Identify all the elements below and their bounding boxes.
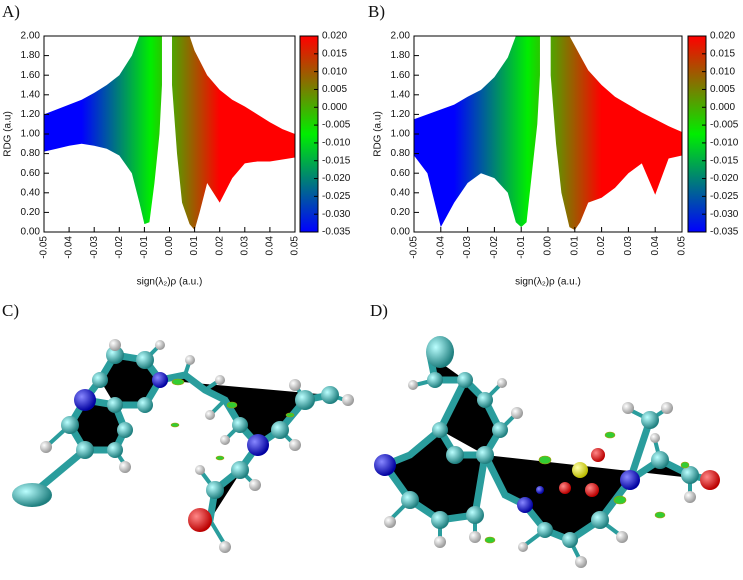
colorbar-tick-label: 0.010	[322, 66, 347, 77]
x-tick-label: -0.04	[64, 236, 75, 259]
x-tick-label: 0.05	[677, 236, 688, 256]
colorbar	[687, 35, 707, 233]
molecule-d	[374, 336, 720, 568]
x-tick-label: 0.01	[189, 236, 200, 256]
colorbar-tick-label: 0.020	[710, 31, 735, 42]
y-tick-label: 1.80	[21, 50, 41, 61]
colorbar-tick-label: -0.010	[322, 138, 351, 149]
colorbar-tick-label: -0.010	[710, 138, 739, 149]
y-axis-label: RDG (a.u)	[3, 111, 14, 157]
colorbar-tick-label: -0.015	[322, 155, 351, 166]
y-tick-label: 2.00	[391, 31, 411, 42]
x-tick-label: -0.01	[516, 236, 527, 259]
x-tick-label: 0.02	[596, 236, 607, 256]
x-axis-label: sign(λ₂)ρ (a.u.)	[515, 277, 581, 288]
colorbar-tick-label: -0.035	[322, 227, 351, 238]
colorbar-tick-label: -0.030	[710, 209, 739, 220]
colorbar-tick-label: -0.005	[322, 120, 351, 131]
x-tick-label: 0.01	[569, 236, 580, 256]
panel-label: C)	[2, 301, 19, 320]
x-tick-label: 0.04	[265, 236, 276, 256]
x-tick-label: -0.02	[114, 236, 125, 259]
colorbar	[299, 35, 319, 233]
y-tick-label: 1.60	[21, 70, 41, 81]
x-tick-label: 0.03	[239, 236, 250, 256]
x-tick-label: -0.03	[89, 236, 100, 259]
colorbar-tick-label: 0.015	[710, 48, 735, 59]
rdg-band	[414, 36, 540, 228]
y-tick-label: 0.40	[21, 187, 41, 198]
y-tick-label: 1.40	[391, 89, 411, 100]
y-tick-label: 0.20	[21, 207, 41, 218]
colorbar-tick-label: -0.020	[710, 173, 739, 184]
colorbar-tick-label: 0.000	[322, 102, 347, 113]
panel-label: A)	[2, 2, 20, 21]
panel-label: B)	[368, 2, 385, 21]
x-tick-label: -0.05	[39, 236, 50, 259]
x-tick-label: -0.02	[489, 236, 500, 259]
colorbar-tick-label: -0.030	[322, 209, 351, 220]
y-tick-label: 1.20	[21, 109, 41, 120]
x-tick-label: 0.05	[290, 236, 301, 256]
x-tick-label: 0.02	[214, 236, 225, 256]
colorbar-tick-label: -0.025	[322, 191, 351, 202]
colorbar-tick-label: 0.010	[710, 66, 735, 77]
x-tick-label: 0.03	[623, 236, 634, 256]
y-tick-label: 0.80	[21, 148, 41, 159]
y-tick-label: 0.00	[391, 227, 411, 238]
colorbar-tick-label: -0.005	[710, 120, 739, 131]
molecule-c	[12, 339, 354, 553]
rdg-band	[550, 36, 682, 231]
colorbar-tick-label: 0.000	[710, 102, 735, 113]
rdg-band	[172, 36, 295, 231]
colorbar-tick-label: -0.025	[710, 191, 739, 202]
y-tick-label: 2.00	[21, 31, 41, 42]
y-tick-label: 0.40	[391, 187, 411, 198]
x-tick-label: -0.01	[139, 236, 150, 259]
y-tick-label: 1.80	[391, 50, 411, 61]
colorbar-tick-label: 0.020	[322, 31, 347, 42]
panel-label: D)	[370, 301, 388, 320]
y-tick-label: 0.60	[21, 168, 41, 179]
x-tick-label: -0.03	[462, 236, 473, 259]
y-tick-label: 0.00	[21, 227, 41, 238]
y-tick-label: 1.40	[21, 89, 41, 100]
rdg-band	[44, 36, 162, 225]
colorbar-tick-label: 0.015	[322, 48, 347, 59]
x-tick-label: 0.04	[650, 236, 661, 256]
y-axis-label: RDG (a.u)	[373, 111, 384, 157]
colorbar-tick-label: -0.015	[710, 155, 739, 166]
colorbar-tick-label: 0.005	[710, 84, 735, 95]
x-tick-label: -0.04	[435, 236, 446, 259]
y-tick-label: 1.00	[21, 129, 41, 140]
x-tick-label: -0.05	[409, 236, 420, 259]
y-tick-label: 0.80	[391, 148, 411, 159]
colorbar-tick-label: 0.005	[322, 84, 347, 95]
colorbar-tick-label: -0.020	[322, 173, 351, 184]
y-tick-label: 1.60	[391, 70, 411, 81]
y-tick-label: 0.20	[391, 207, 411, 218]
y-tick-label: 1.20	[391, 109, 411, 120]
x-tick-label: 0.00	[543, 236, 554, 256]
x-tick-label: 0.00	[164, 236, 175, 256]
x-axis-label: sign(λ₂)ρ (a.u.)	[137, 277, 203, 288]
y-tick-label: 0.60	[391, 168, 411, 179]
y-tick-label: 1.00	[391, 129, 411, 140]
colorbar-tick-label: -0.035	[710, 227, 739, 238]
